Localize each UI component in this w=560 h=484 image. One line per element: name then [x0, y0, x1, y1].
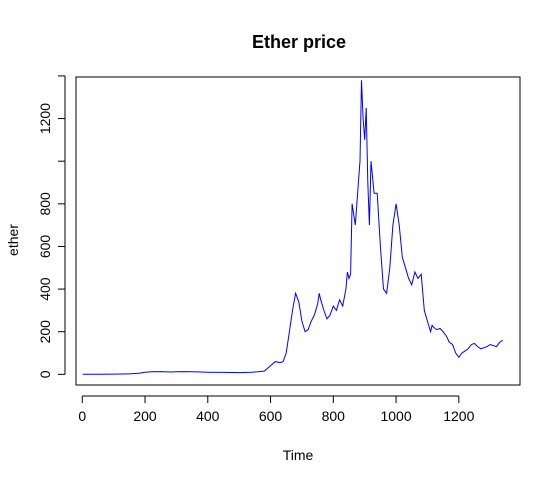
x-tick-label: 0 [78, 408, 86, 424]
ether-price-line [82, 80, 503, 375]
x-tick-label: 800 [322, 408, 346, 424]
x-axis-label: Time [283, 447, 314, 463]
x-tick-label: 200 [133, 408, 157, 424]
y-axis: 0 200 400 600 800 1200 [37, 75, 66, 378]
y-tick-label: 600 [37, 235, 53, 259]
x-tick-label: 1000 [380, 408, 411, 424]
x-axis: 0 200 400 600 800 1000 1200 [78, 395, 475, 424]
y-tick-label: 0 [37, 370, 53, 378]
x-tick-label: 600 [259, 408, 283, 424]
x-tick-label: 400 [196, 408, 220, 424]
y-tick-label: 1200 [37, 103, 53, 134]
y-axis-label: ether [5, 224, 21, 256]
plot-frame [75, 76, 521, 386]
x-tick-label: 1200 [443, 408, 474, 424]
y-tick-label: 200 [37, 320, 53, 344]
y-tick-label: 400 [37, 277, 53, 301]
y-tick-label: 800 [37, 192, 53, 216]
chart-title: Ether price [252, 32, 346, 52]
